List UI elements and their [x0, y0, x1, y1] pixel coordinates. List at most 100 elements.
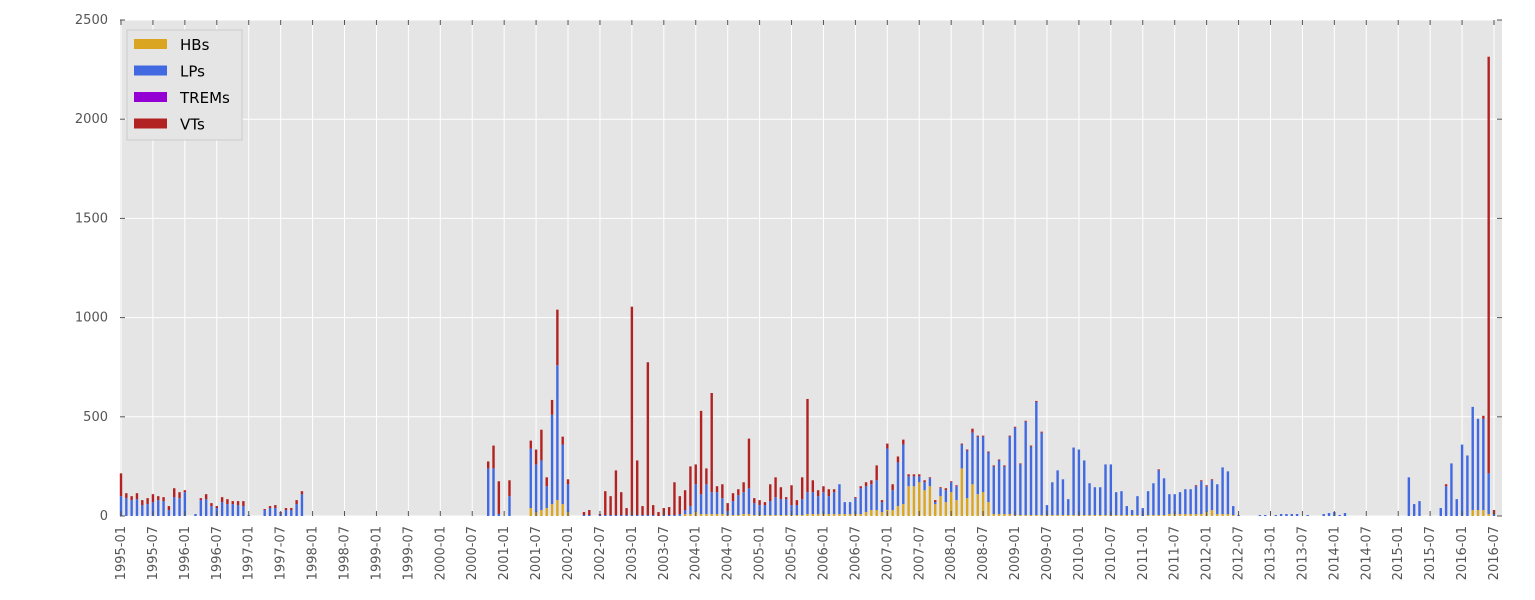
- bar-lps-2016-02: [1466, 455, 1469, 516]
- bar-hbs-2008-11: [1003, 514, 1006, 516]
- bar-hbs-2004-06: [721, 514, 724, 516]
- bar-hbs-2007-12: [944, 502, 948, 516]
- bar-vts-2003-08: [667, 507, 671, 516]
- bar-lps-2010-07: [1109, 464, 1113, 516]
- bar-hbs-2001-10: [550, 504, 554, 516]
- x-tick-label: 2003-01: [625, 526, 640, 580]
- bar-vts-2005-05: [779, 487, 783, 500]
- bar-lps-2012-12: [1263, 515, 1267, 516]
- bar-hbs-2012-03: [1216, 514, 1219, 516]
- bar-lps-2016-06: [1487, 473, 1490, 515]
- bar-vts-2007-03: [896, 456, 900, 463]
- bar-lps-2000-12: [497, 514, 501, 516]
- bar-vts-2004-11: [747, 438, 751, 489]
- bar-lps-2008-07: [981, 436, 985, 493]
- bar-hbs-2007-11: [939, 496, 942, 516]
- bar-hbs-2001-12: [561, 504, 564, 516]
- bar-lps-2002-08: [604, 515, 607, 516]
- bar-lps-2015-05: [1418, 501, 1421, 516]
- bar-lps-2010-09: [1120, 491, 1123, 516]
- bar-vts-2003-06: [657, 512, 660, 516]
- bar-lps-2006-03: [832, 492, 836, 515]
- bar-hbs-2005-05: [779, 515, 783, 516]
- bar-lps-2003-05: [651, 515, 655, 516]
- bar-hbs-2001-08: [540, 510, 543, 516]
- bar-lps-2005-07: [790, 505, 793, 516]
- bar-lps-2009-04: [1029, 446, 1033, 516]
- bar-lps-1996-08: [220, 502, 224, 516]
- bar-lps-2005-10: [806, 492, 809, 515]
- bar-vts-2003-01: [630, 306, 634, 516]
- bar-hbs-2012-06: [1232, 515, 1235, 516]
- bar-hbs-2009-03: [1024, 515, 1027, 516]
- legend-swatch-hbs: [134, 39, 167, 49]
- bar-lps-2008-06: [976, 436, 979, 495]
- bar-vts-2008-10: [997, 459, 1001, 461]
- bar-vts-2008-11: [1003, 465, 1006, 467]
- axes: 0 500 1000 1500 2000 2500 1995-01 1995-07 1996-0…: [75, 13, 1502, 580]
- bar-vts-2006-12: [880, 500, 884, 503]
- bar-hbs-2010-06: [1104, 515, 1107, 516]
- bar-hbs-2011-12: [1200, 514, 1203, 516]
- bar-hbs-2006-04: [838, 514, 841, 516]
- bar-vts-1996-11: [236, 501, 240, 506]
- bar-vts-2000-11: [492, 445, 495, 469]
- bar-lps-1995-12: [178, 498, 181, 516]
- bar-lps-2004-02: [699, 494, 703, 515]
- bar-lps-2013-11: [1322, 514, 1325, 516]
- bar-lps-2006-05: [843, 502, 846, 515]
- bar-lps-1997-09: [290, 510, 293, 516]
- bar-lps-1995-03: [130, 500, 133, 516]
- y-tick-label: 0: [100, 509, 108, 524]
- bar-hbs-2009-09: [1056, 515, 1059, 516]
- bar-vts-2003-05: [651, 505, 655, 516]
- bar-lps-2006-08: [859, 488, 862, 515]
- bar-lps-2012-11: [1258, 515, 1262, 516]
- bar-lps-2011-03: [1152, 483, 1155, 515]
- bar-vts-2001-08: [540, 429, 543, 461]
- bar-lps-2011-08: [1178, 492, 1182, 515]
- legend-swatch-vts: [134, 118, 167, 129]
- bar-vts-2007-01: [886, 443, 889, 449]
- bar-vts-2005-08: [795, 500, 799, 506]
- x-tick-label: 2006-01: [816, 526, 831, 580]
- bar-hbs-2008-05: [971, 484, 974, 516]
- bar-hbs-2007-10: [934, 504, 937, 516]
- x-tick-label: 1998-01: [306, 526, 321, 580]
- bar-lps-2003-12: [689, 506, 692, 515]
- bar-vts-2008-09: [992, 465, 995, 467]
- bar-vts-2003-11: [683, 490, 687, 511]
- x-tick-label: 2004-07: [721, 526, 736, 580]
- bar-lps-2004-08: [731, 501, 735, 516]
- bar-lps-1995-06: [146, 504, 149, 516]
- bar-lps-1996-04: [199, 500, 203, 516]
- bar-lps-2007-06: [912, 476, 916, 487]
- bar-hbs-2009-02: [1019, 515, 1022, 516]
- bar-lps-2013-03: [1279, 514, 1283, 516]
- x-tick-label: 2011-07: [1168, 526, 1183, 580]
- x-tick-label: 2011-01: [1136, 526, 1151, 580]
- bar-vts-1995-09: [162, 497, 165, 502]
- bar-lps-2006-12: [880, 502, 884, 513]
- bar-lps-2003-11: [683, 510, 687, 515]
- bar-vts-1997-09: [290, 508, 293, 511]
- bar-lps-2013-05: [1290, 514, 1293, 516]
- bar-vts-2003-02: [636, 460, 639, 516]
- bar-lps-2012-02: [1210, 480, 1214, 511]
- legend-label-vts: VTs: [180, 116, 205, 134]
- bar-lps-1996-05: [204, 499, 208, 516]
- bar-vts-2004-08: [731, 493, 735, 502]
- bar-hbs-2012-02: [1210, 510, 1214, 516]
- bar-lps-2013-08: [1306, 515, 1309, 516]
- bar-vts-1997-11: [300, 491, 304, 495]
- bar-hbs-2001-11: [556, 500, 559, 516]
- bar-vts-2009-01: [1013, 426, 1017, 428]
- bar-lps-2007-11: [939, 488, 942, 497]
- bar-lps-2009-03: [1024, 421, 1027, 516]
- legend: HBs LPs TREMs VTs: [126, 29, 243, 141]
- bar-vts-2008-04: [965, 449, 969, 451]
- bar-hbs-2011-09: [1184, 514, 1187, 516]
- bar-vts-2004-12: [753, 498, 756, 504]
- bar-lps-2008-02: [955, 486, 958, 501]
- bar-hbs-2007-03: [896, 506, 900, 516]
